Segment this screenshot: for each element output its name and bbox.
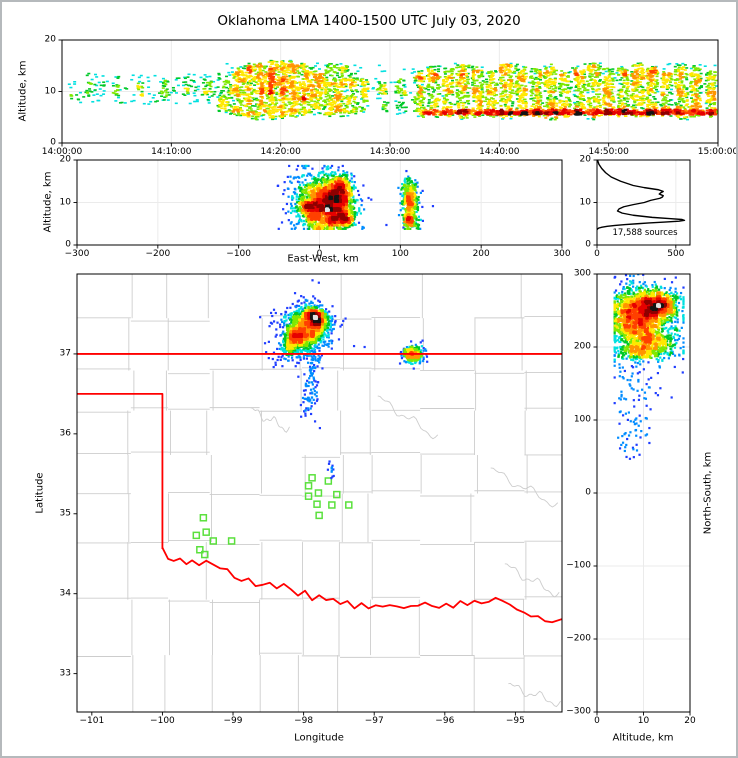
y-axis-label-map: Latitude xyxy=(34,472,46,514)
tick-label-north-south-y: 100 xyxy=(573,414,591,425)
tick-label-histogram-y: 0 xyxy=(585,239,591,250)
tick-label-east-west-x: 300 xyxy=(553,249,571,259)
tick-label-time-height-x: 14:00:00 xyxy=(41,147,83,157)
tick-label-east-west-y: 20 xyxy=(59,154,71,165)
tick-label-time-height-y: 20 xyxy=(44,34,56,45)
tick-label-histogram-y: 20 xyxy=(579,154,591,165)
tick-label-map-y: 35 xyxy=(59,508,71,519)
tick-label-east-west-x: 100 xyxy=(391,249,409,259)
tick-label-map-x: −98 xyxy=(294,716,314,726)
tick-label-time-height-x: 14:10:00 xyxy=(151,147,192,157)
tick-label-map-x: −95 xyxy=(505,716,525,726)
tick-label-histogram-y: 10 xyxy=(579,197,591,207)
tick-label-north-south-x: 10 xyxy=(637,716,650,726)
tick-label-map-x: −97 xyxy=(364,716,384,726)
tick-label-map-y: 33 xyxy=(59,668,71,679)
tick-label-north-south-x: 0 xyxy=(594,716,600,726)
tick-label-map-x: −99 xyxy=(223,716,243,726)
tick-label-north-south-y: 0 xyxy=(585,487,591,498)
tick-label-east-west-x: 0 xyxy=(316,249,323,259)
tick-label-map-y: 36 xyxy=(59,428,71,439)
y-axis-label-north-south: North-South, km xyxy=(702,451,714,535)
tick-label-east-west-x: −300 xyxy=(64,249,90,259)
tick-label-time-height-x: 14:30:00 xyxy=(369,147,411,157)
figure-title: Oklahoma LMA 1400-1500 UTC July 03, 2020 xyxy=(217,13,521,29)
tick-label-time-height-x: 14:50:00 xyxy=(588,147,629,157)
x-axis-label-east-west: East-West, km xyxy=(287,253,359,265)
tick-label-north-south-y: 200 xyxy=(573,341,591,352)
tick-label-histogram-x: 500 xyxy=(667,249,685,259)
tick-label-map-x: −96 xyxy=(435,716,455,726)
y-axis-label-time-height: Altitude, km xyxy=(17,60,29,122)
x-axis-label-north-south: Altitude, km xyxy=(612,732,674,744)
tick-label-map-y: 37 xyxy=(59,348,71,359)
tick-label-time-height-x: 15:00:00 xyxy=(697,147,738,157)
tick-label-north-south-y: 300 xyxy=(573,268,591,279)
tick-label-map-y: 34 xyxy=(59,588,71,599)
y-axis-label-east-west: Altitude, km xyxy=(42,171,54,233)
tick-label-north-south-y: −300 xyxy=(566,706,591,717)
tick-label-east-west-x: −100 xyxy=(226,249,252,259)
tick-label-time-height-y: 0 xyxy=(50,137,56,148)
tick-label-north-south-y: −100 xyxy=(566,560,591,571)
tick-label-east-west-y: 10 xyxy=(59,197,71,207)
tick-label-east-west-x: −200 xyxy=(145,249,171,259)
tick-label-north-south-x: 20 xyxy=(684,716,696,726)
tick-label-map-x: −100 xyxy=(150,716,175,726)
tick-label-histogram-x: 0 xyxy=(594,249,600,259)
tick-label-north-south-y: −200 xyxy=(566,633,591,644)
x-axis-label-map: Longitude xyxy=(294,732,344,744)
source-count-annotation: 17,588 sources xyxy=(612,228,678,238)
tick-label-east-west-y: 0 xyxy=(65,239,71,250)
tick-label-east-west-x: 200 xyxy=(472,249,490,259)
tick-label-time-height-x: 14:20:00 xyxy=(260,147,301,157)
tick-label-time-height-x: 14:40:00 xyxy=(479,147,520,157)
tick-label-time-height-y: 10 xyxy=(44,86,56,96)
tick-label-map-x: −101 xyxy=(79,716,105,726)
